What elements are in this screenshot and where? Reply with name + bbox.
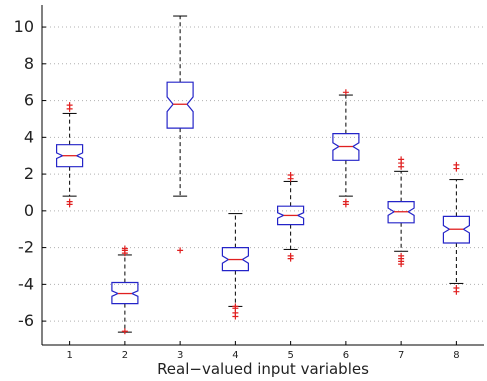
y-tick-label: 6 [24, 91, 34, 110]
outlier-point [453, 288, 460, 295]
box-3 [166, 15, 194, 254]
outlier-point [342, 201, 349, 208]
box-2 [111, 245, 139, 335]
x-ticks: 1 2 3 4 5 6 7 8 [66, 341, 460, 361]
y-tick-label: 4 [24, 127, 34, 146]
box-body [55, 144, 84, 168]
y-tick-label: 0 [24, 201, 34, 220]
box-5 [277, 172, 305, 262]
x-tick-label: 3 [177, 350, 183, 361]
box-body [111, 281, 139, 305]
y-tick-label: 2 [24, 164, 34, 183]
outlier-point [342, 89, 349, 96]
x-tick-label: 2 [122, 350, 128, 361]
x-tick-label: 8 [453, 350, 459, 361]
outlier-point [121, 245, 128, 252]
y-ticks: -6 -4 -2 0 2 4 6 8 10 [14, 17, 46, 330]
y-tick-label: -6 [18, 311, 34, 330]
y-tick-label: 8 [24, 54, 34, 73]
box-6 [332, 89, 360, 208]
box-7 [387, 156, 415, 268]
outlier-point [66, 102, 73, 109]
outlier-point [287, 255, 294, 262]
y-tick-label: -2 [18, 238, 34, 257]
x-tick-label: 1 [66, 350, 72, 361]
outlier-point [232, 313, 239, 320]
box-1 [55, 102, 84, 208]
x-axis-label: Real−valued input variables [157, 360, 369, 378]
box-body [277, 205, 305, 226]
x-tick-label: 4 [232, 350, 238, 361]
outlier-point [398, 156, 405, 163]
grid [42, 26, 484, 322]
y-tick-label: -4 [18, 274, 34, 293]
outlier-point [453, 161, 460, 168]
x-tick-label: 5 [287, 350, 293, 361]
box-4 [221, 213, 249, 320]
x-tick-label: 6 [343, 350, 349, 361]
box-body [221, 247, 249, 272]
outlier-point [177, 247, 184, 254]
box-body [442, 215, 470, 244]
outlier-point [398, 261, 405, 268]
outlier-point [66, 198, 73, 205]
x-tick-label: 7 [398, 350, 404, 361]
outlier-point [121, 328, 128, 335]
box-body [166, 81, 194, 129]
box-body [332, 133, 360, 161]
y-tick-label: 10 [14, 17, 34, 36]
outlier-point [287, 172, 294, 178]
box-body [387, 201, 415, 224]
boxes [55, 15, 470, 335]
box-8 [442, 161, 470, 295]
